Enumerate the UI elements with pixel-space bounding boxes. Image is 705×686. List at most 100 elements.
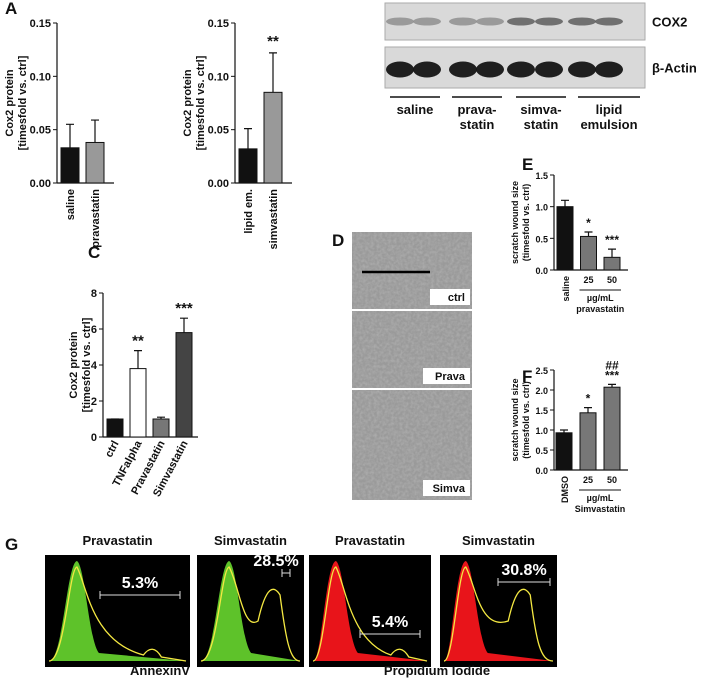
blot-group-label: prava-: [457, 102, 496, 117]
annotation: ***: [605, 233, 619, 247]
histogram-fill: [49, 561, 186, 661]
gate-bracket: [359, 630, 421, 638]
bar: [238, 148, 258, 184]
label-box: [423, 480, 470, 496]
blot-band: [449, 61, 477, 78]
bar: [555, 432, 573, 471]
bar: [129, 368, 147, 438]
error-bar: [561, 199, 569, 207]
histogram-fill: [201, 561, 300, 661]
label-box: [423, 368, 470, 384]
blot-band: [568, 17, 596, 26]
group-label: Simvastatin: [575, 504, 626, 514]
y-tick-label: 2.0: [535, 386, 548, 396]
annotation: *: [586, 216, 591, 230]
y-tick-label: 0.05: [30, 125, 51, 137]
gate-bracket: [281, 569, 291, 577]
blot-band: [535, 17, 563, 26]
bar: [106, 418, 124, 438]
error-bar: [608, 248, 616, 258]
y-tick-label: 0.5: [535, 234, 548, 244]
blot-group-label: statin: [460, 117, 495, 132]
y-axis-title: Cox2 protein: [4, 69, 16, 137]
gate-percent: 5.3%: [122, 575, 158, 592]
y-tick-label: 1.0: [535, 203, 548, 213]
blot-band: [507, 17, 535, 26]
panel-label: E: [522, 155, 533, 174]
y-tick-label: 1.0: [535, 426, 548, 436]
x-tick-label: 25: [583, 275, 593, 285]
blot-band: [476, 61, 504, 78]
y-axis-title: Cox2 protein: [182, 69, 194, 137]
annotation: **: [267, 33, 279, 50]
group-label: pravastatin: [576, 304, 624, 314]
y-axis-title: [timesfold vs. ctrl]: [17, 55, 29, 150]
blot-row-label: COX2: [652, 15, 687, 30]
y-tick-label: 0.15: [208, 18, 229, 30]
error-bar: [560, 429, 568, 433]
blot-band: [413, 17, 441, 26]
histogram-title: Simvastatin: [214, 533, 287, 548]
panel-label: G: [5, 535, 18, 554]
x-tick-label: ctrl: [103, 439, 122, 460]
bar: [603, 256, 621, 271]
x-tick-label: pravastatin: [90, 189, 102, 248]
gate-percent: 30.8%: [501, 562, 546, 579]
error-bar: [608, 383, 616, 388]
blot-group-label: saline: [397, 102, 434, 117]
blot-group-label: lipid: [596, 102, 623, 117]
y-tick-label: 4: [91, 360, 98, 372]
bar: [152, 418, 170, 438]
y-tick-label: 8: [91, 288, 97, 300]
y-tick-label: 0.05: [208, 125, 229, 137]
bar: [580, 235, 597, 271]
blot-group-label: emulsion: [580, 117, 637, 132]
bar: [556, 206, 574, 271]
error-bar: [244, 128, 252, 149]
histogram-outline: [200, 566, 301, 662]
blot-band: [386, 17, 414, 26]
error-bar: [157, 416, 165, 419]
group-label: µg/mL: [587, 293, 614, 303]
x-tick-label: saline: [65, 189, 77, 220]
x-tick-label: 50: [607, 275, 617, 285]
y-axis-title: scratch wound size: [510, 378, 520, 461]
bar: [579, 412, 597, 471]
annotation: ***: [175, 300, 193, 317]
x-tick-label: lipid em.: [243, 189, 255, 234]
x-tick-label: 25: [583, 475, 593, 485]
annotation: **: [132, 333, 144, 350]
y-tick-label: 1.5: [535, 406, 548, 416]
histogram-fill: [313, 561, 427, 661]
y-axis-title: [timesfold vs. ctrl]: [81, 317, 93, 412]
y-tick-label: 2.5: [535, 366, 548, 376]
y-tick-label: 0.00: [208, 178, 229, 190]
blot-band: [507, 61, 535, 78]
y-tick-label: 0.15: [30, 18, 51, 30]
error-bar: [66, 123, 74, 148]
histogram-title: Simvastatin: [462, 533, 535, 548]
error-bar: [134, 350, 142, 369]
annotation: ##: [605, 358, 619, 372]
histogram-outline: [443, 566, 554, 662]
y-tick-label: 0.0: [535, 266, 548, 276]
x-tick-label: saline: [561, 276, 571, 302]
histogram-outline: [48, 566, 187, 662]
bar: [85, 141, 105, 184]
panel-label: F: [522, 367, 532, 386]
gate-percent: 5.4%: [372, 614, 408, 631]
y-tick-label: 6: [91, 324, 97, 336]
blot-band: [595, 61, 623, 78]
y-axis-title: Cox2 protein: [68, 331, 80, 399]
y-tick-label: 2: [91, 396, 97, 408]
panel-label: A: [5, 0, 17, 18]
y-axis-title: scratch wound size: [510, 181, 520, 264]
blot-band: [595, 17, 623, 26]
micrograph-label: Prava: [435, 371, 466, 383]
group-label: µg/mL: [587, 493, 614, 503]
x-tick-label: DMSO: [560, 476, 570, 503]
bar: [60, 147, 80, 184]
error-bar: [91, 119, 99, 143]
